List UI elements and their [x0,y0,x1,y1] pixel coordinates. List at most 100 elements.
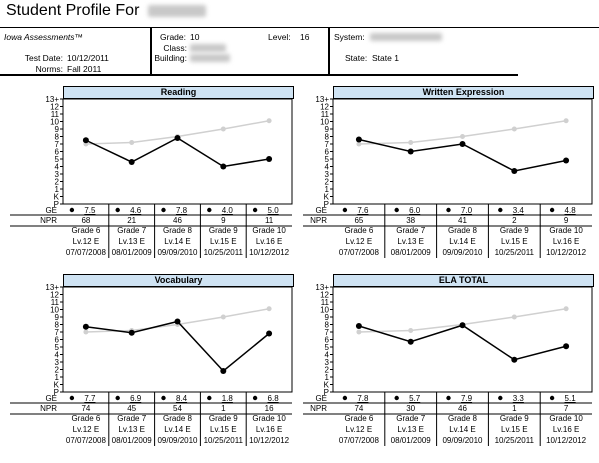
student-point [266,156,273,162]
y-tick-label: 3 [55,170,60,179]
plot-frame [332,98,593,205]
column-grade: Grade 6 [71,226,100,235]
npr-label: NPR [40,404,57,413]
column-level: Lv.13 E [118,237,145,246]
y-tick-label: 1 [325,185,330,194]
y-tick-label: 7 [55,328,60,337]
student-point [220,368,227,374]
y-tick-label: 6 [325,336,330,345]
y-tick-label: 13+ [315,95,329,104]
student-point [266,330,273,337]
student-score-line [85,137,270,168]
ge-marker [161,207,166,213]
column-grade: Grade 9 [500,414,529,423]
npr-value: 46 [173,216,182,225]
npr-value: 74 [354,404,363,413]
column-date: 10/12/2012 [546,248,587,257]
ge-value: 7.0 [461,206,473,215]
column-date: 08/01/2009 [112,436,153,445]
y-tick-label: 10 [50,306,59,315]
column-level: Lv.12 E [73,237,100,246]
npr-value: 38 [406,216,415,225]
grade-value: 10 [190,32,200,42]
expected-growth-line [358,308,567,333]
expected-point [511,126,517,132]
y-tick-label: 13+ [315,283,329,292]
test-date-label: Test Date: [24,53,63,63]
y-tick-label: 13+ [45,95,59,104]
ge-marker [115,207,120,213]
column-date: 10/12/2012 [249,248,290,257]
y-tick-label: P [54,200,59,209]
header-top-rule [0,27,599,28]
column-grade: Grade 9 [209,226,238,235]
column-grade: Grade 8 [448,414,477,423]
student-point [82,137,89,144]
expected-point [220,126,226,132]
column-grade: Grade 8 [163,414,192,423]
y-tick-label: K [324,193,330,202]
npr-value: 16 [265,404,274,413]
y-tick-label: 2 [55,178,60,187]
student-point [407,148,414,155]
column-date: 10/25/2011 [495,436,535,445]
y-tick-label: 12 [320,103,329,112]
y-tick-label: K [54,193,60,202]
npr-value: 21 [127,216,136,225]
ge-label: GE [45,394,57,403]
ge-value: 8.4 [176,394,188,403]
column-level: Lv.13 E [118,425,145,434]
column-date: 10/25/2011 [204,248,244,257]
class-label: Class: [163,43,187,53]
ge-label: GE [45,206,57,215]
y-tick-label: 12 [50,291,59,300]
ge-value: 7.8 [357,394,369,403]
y-tick-label: 11 [51,298,60,307]
expected-point [356,329,362,335]
expected-point [83,329,89,335]
column-grade: Grade 7 [117,414,146,423]
student-name-redacted [147,4,206,17]
ge-marker [342,207,348,213]
npr-value: 30 [406,404,415,413]
ge-value: 7.7 [84,394,96,403]
y-tick-label: P [324,388,329,397]
expected-point [220,314,226,320]
npr-label: NPR [310,404,327,413]
ge-value: 6.9 [130,394,142,403]
system-value-redacted [370,33,442,41]
header-bottom-rule [0,74,518,76]
y-tick-label: 7 [55,140,60,149]
y-tick-label: K [324,381,330,390]
npr-value: 68 [81,216,90,225]
y-tick-label: 3 [325,358,330,367]
expected-growth-line [358,120,567,145]
ge-marker [115,395,120,401]
expected-point [356,141,362,147]
building-label: Building: [154,53,187,63]
ge-value: 6.8 [268,394,280,403]
state-label: State: [345,53,368,63]
y-tick-label: 11 [51,110,60,119]
title-text: Student Profile For [6,2,140,19]
y-tick-label: 7 [325,328,330,337]
npr-value: 74 [81,404,90,413]
column-level: Lv.15 E [210,425,237,434]
column-grade: Grade 8 [448,226,477,235]
ge-marker [69,395,75,401]
ge-value: 7.9 [461,394,473,403]
y-tick-label: 4 [325,163,330,172]
column-level: Lv.14 E [449,425,476,434]
expected-point [266,306,272,312]
plot-frame [332,286,593,393]
y-tick-label: 2 [325,178,330,187]
state-value: State 1 [372,53,399,63]
npr-value: 2 [512,216,517,225]
y-tick-label: 10 [320,118,329,127]
building-value-redacted [190,54,230,62]
column-grade: Grade 8 [163,226,192,235]
student-point [355,323,362,329]
column-level: Lv.16 E [256,237,283,246]
